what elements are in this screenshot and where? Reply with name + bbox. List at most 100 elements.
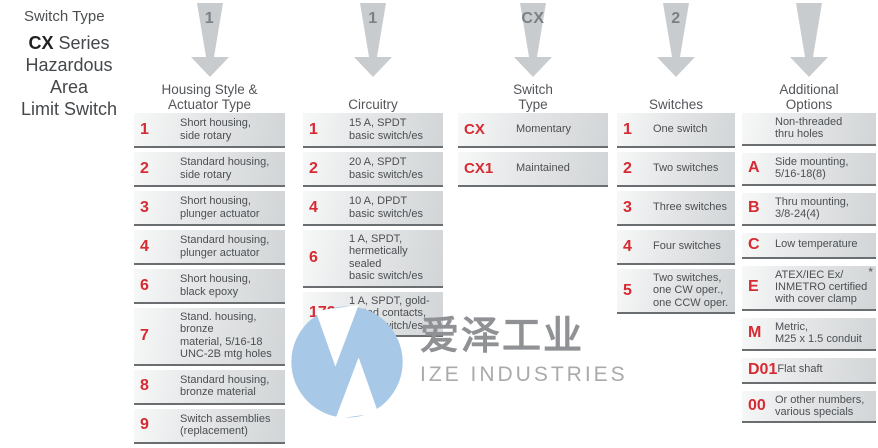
arrow-position-label: 1 [204, 10, 215, 27]
option-description: 20 A, SPDT basic switch/es [349, 156, 423, 181]
arrow-position-label: 2 [671, 10, 681, 27]
column-additional-options-header: Additional Options [742, 3, 876, 113]
option-code: 4 [140, 237, 149, 255]
option-description: Side mounting, 5/16-18(8) [775, 155, 849, 181]
option-description: Momentary [516, 123, 572, 136]
option-description: Two switches [653, 162, 719, 175]
column-title: Housing Style & Actuator Type [161, 81, 258, 112]
option-description: Short housing, plunger actuator [180, 195, 260, 220]
option-code: 6 [140, 276, 149, 294]
option-description: Maintained [516, 162, 570, 175]
option-code: M [748, 324, 762, 342]
option-description: Stand. housing, bronze material, 5/16-18… [180, 311, 272, 361]
option-row: 00 Or other numbers, various specials [742, 390, 876, 424]
option-code: 4 [309, 198, 318, 216]
option-description: Four switches [653, 240, 721, 253]
series-title: CX Series Hazardous Area Limit Switch [4, 32, 134, 120]
option-code: 1 [623, 120, 632, 138]
option-code: D01 [748, 360, 778, 378]
series-title-line2: Hazardous [25, 55, 113, 75]
option-description: Non-threaded thru holes [775, 116, 843, 141]
column-switch-type-header: CX Switch Type [458, 3, 608, 113]
option-description: Three switches [653, 201, 727, 214]
column-additional-options: Additional Options Non-threaded thru hol… [742, 3, 876, 430]
option-description: Short housing, black epoxy [180, 273, 251, 298]
option-code: 00 [748, 397, 766, 415]
series-code: CX [28, 33, 54, 53]
option-row: M Metric, M25 x 1.5 conduit [742, 317, 876, 351]
arrow-down-icon [787, 3, 831, 79]
option-description: 10 A, DPDT basic switch/es [349, 195, 423, 220]
watermark-text: 爱泽工业 IZE INDUSTRIES [420, 304, 628, 387]
arrow-down-icon: CX [511, 3, 555, 79]
option-description: Switch assemblies (replacement) [180, 412, 271, 438]
option-code: E [748, 278, 759, 296]
watermark-brand-en: IZE INDUSTRIES [420, 363, 628, 386]
option-code: 9 [140, 416, 149, 434]
option-code: 8 [140, 377, 149, 395]
column-switches-header: 2 Switches [617, 3, 735, 113]
option-row: A Side mounting, 5/16-18(8) [742, 152, 876, 186]
option-description: Standard housing, side rotary [180, 156, 270, 181]
option-row: 2 Two switches [617, 152, 735, 187]
option-description: Thru mounting, 3/8-24(4) [775, 195, 849, 221]
column-housing-style: 1 Housing Style & Actuator Type 1 Short h… [134, 3, 285, 448]
option-code: 7 [140, 326, 149, 344]
arrow-position-label: 1 [368, 10, 378, 27]
option-description: Or other numbers, various specials [775, 393, 865, 419]
ize-logo-icon [291, 305, 403, 419]
column-title: Circuitry [348, 96, 398, 112]
arrow-down-icon: 1 [351, 3, 395, 79]
option-code: C [748, 235, 760, 253]
option-code: CX1 [464, 160, 494, 177]
option-description: Standard housing, plunger actuator [180, 234, 270, 259]
column-switch-type: CX Switch Type CX Momentary CX1 Maintained [458, 3, 608, 191]
switch-type-label: Switch Type [24, 8, 105, 25]
watermark-brand-cn: 爱泽工业 [420, 315, 585, 358]
option-row: 1 Short housing, side rotary [134, 113, 285, 148]
option-row: 3 Short housing, plunger actuator [134, 191, 285, 226]
option-row: Non-threaded thru holes [742, 113, 876, 146]
product-title: Switch Type CX Series Hazardous Area Lim… [4, 8, 134, 120]
column-title: Switches [648, 96, 704, 112]
footnote-asterisk: * [868, 264, 873, 279]
option-row: C Low temperature [742, 232, 876, 259]
column-housing-header: 1 Housing Style & Actuator Type [134, 3, 285, 113]
option-row: 7 Stand. housing, bronze material, 5/16-1… [134, 308, 285, 366]
option-description: Metric, M25 x 1.5 conduit [775, 320, 862, 346]
column-circuitry-header: 1 Circuitry [303, 3, 443, 113]
option-description: 15 A, SPDT basic switch/es [349, 117, 423, 142]
option-code: 2 [140, 159, 149, 177]
option-row: D01 Flat shaft [742, 357, 876, 384]
option-row: 4 10 A, DPDT basic switch/es [303, 191, 443, 226]
option-description: Flat shaft [777, 363, 823, 376]
option-code: B [748, 199, 760, 217]
option-code: 2 [309, 159, 318, 177]
series-title-line1: CX Series [28, 33, 110, 53]
option-row: 4 Standard housing, plunger actuator [134, 230, 285, 265]
arrow-position-label: CX [521, 10, 545, 27]
option-description: Standard housing, bronze material [180, 373, 270, 399]
column-title: Switch Type [513, 81, 553, 112]
option-code: 1 [309, 120, 318, 138]
option-code: 2 [623, 159, 632, 177]
option-description: Low temperature [775, 238, 858, 251]
series-title-line3: Area [49, 77, 89, 97]
option-description: Short housing, side rotary [180, 117, 251, 142]
series-title-line4: Limit Switch [20, 99, 118, 119]
option-code: CX [464, 121, 485, 138]
option-row: B Thru mounting, 3/8-24(4) [742, 192, 876, 226]
option-row: 2 Standard housing, side rotary [134, 152, 285, 187]
option-row: CX1 Maintained [458, 152, 608, 187]
option-row: 1 15 A, SPDT basic switch/es [303, 113, 443, 148]
arrow-down-icon: 2 [654, 3, 698, 79]
option-row: 6 1 A, SPDT, hermetically sealed basic sw… [303, 230, 443, 288]
option-row: 8 Standard housing, bronze material [134, 369, 285, 405]
option-code: 6 [309, 248, 318, 266]
option-row: 4 Four switches [617, 230, 735, 265]
column-title: Additional Options [779, 81, 839, 112]
watermark: 爱泽工业 IZE INDUSTRIES [289, 304, 628, 420]
option-row: E ATEX/IEC Ex/ INMETRO certified with cov… [742, 264, 876, 311]
option-code: 1 [140, 120, 149, 138]
option-description: 1 A, SPDT, hermetically sealed basic swi… [349, 233, 423, 283]
